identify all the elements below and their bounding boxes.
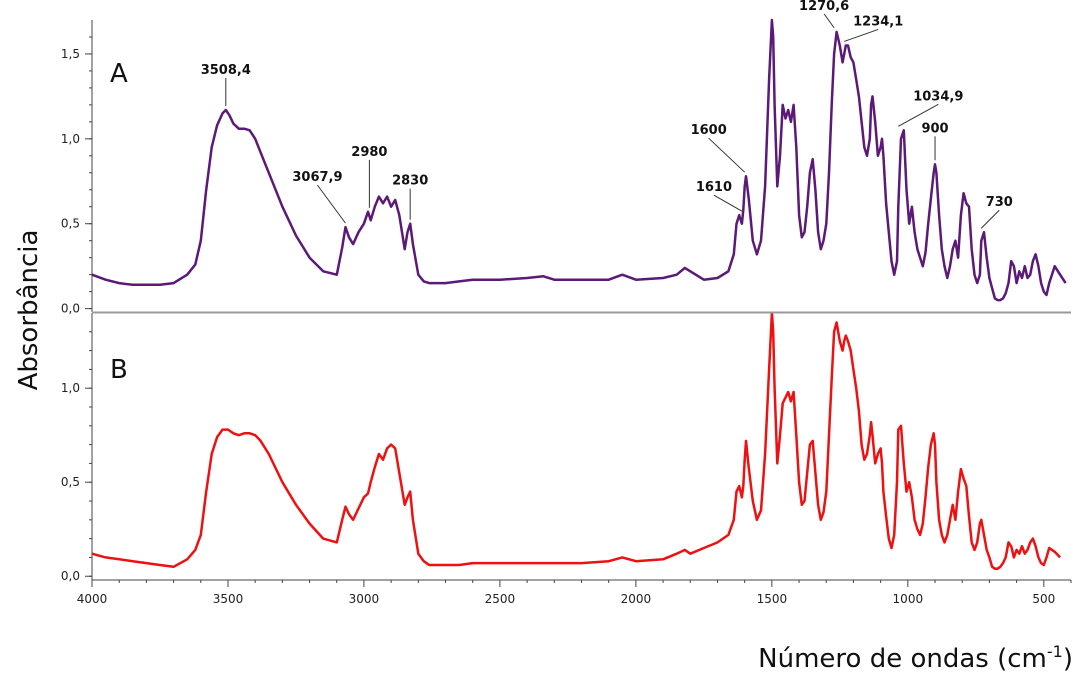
y-tick-label: 1,5 bbox=[61, 47, 80, 61]
panel-b: 0,0 0,5 1,0 B bbox=[61, 311, 1061, 583]
peak-annotation-label: 3067,9 bbox=[292, 170, 342, 185]
y-tick-label: 1,0 bbox=[61, 132, 80, 146]
x-tick-label: 1000 bbox=[893, 592, 924, 606]
x-tick-label: 4000 bbox=[77, 592, 108, 606]
x-axis: 4000 3500 3000 2500 2000 1500 1000 500 bbox=[77, 311, 1072, 606]
peak-annotation-label: 1610 bbox=[696, 180, 732, 195]
annotation-leader-line bbox=[708, 137, 746, 173]
x-tick-label: 1500 bbox=[757, 592, 788, 606]
annotation-leader-line bbox=[317, 184, 346, 224]
panel-b-spectrum-line bbox=[91, 311, 1061, 570]
y-tick-label: 0,5 bbox=[61, 217, 80, 231]
annotation-leader-line bbox=[844, 28, 879, 42]
panel-b-label: B bbox=[110, 355, 128, 385]
peak-annotation-label: 1600 bbox=[691, 123, 727, 138]
annotation-leader-line bbox=[898, 103, 939, 127]
y-axis-title: Absorbância bbox=[14, 230, 44, 391]
peak-annotation-label: 900 bbox=[921, 121, 948, 136]
x-tick-label: 2500 bbox=[485, 592, 516, 606]
x-axis-title: Número de ondas (cm-1) bbox=[758, 642, 1073, 673]
peak-annotation-label: 2830 bbox=[392, 174, 428, 189]
annotation-leader-line bbox=[713, 194, 743, 212]
y-tick-label: 1,0 bbox=[61, 381, 80, 395]
peak-annotation-label: 1234,1 bbox=[853, 14, 903, 29]
peak-annotation-label: 2980 bbox=[351, 145, 387, 160]
x-axis-title-main: Número de ondas (cm bbox=[758, 644, 1047, 673]
x-tick-label: 500 bbox=[1032, 592, 1055, 606]
panel-a: 0,0 0,5 1,0 1,5 A 3508,4 3067,9 2980 2830 1610 160… bbox=[61, 0, 1067, 316]
panel-a-label: A bbox=[110, 59, 128, 89]
peak-annotation-label: 730 bbox=[986, 195, 1013, 210]
peak-annotation-label: 1270,6 bbox=[799, 0, 849, 14]
annotation-leader-line bbox=[980, 209, 1000, 229]
x-axis-title-close: ) bbox=[1063, 644, 1073, 673]
y-tick-label: 0,0 bbox=[61, 569, 80, 583]
panel-a-spectrum-line bbox=[91, 18, 1067, 302]
x-tick-label: 3500 bbox=[213, 592, 244, 606]
annotation-leader-line bbox=[823, 13, 835, 29]
x-tick-label: 2000 bbox=[621, 592, 652, 606]
peak-annotation-label: 3508,4 bbox=[201, 63, 251, 78]
peak-annotation-label: 1034,9 bbox=[913, 89, 963, 104]
x-axis-title-superscript: -1 bbox=[1047, 642, 1063, 661]
y-tick-label: 0,0 bbox=[61, 302, 80, 316]
x-tick-label: 3000 bbox=[349, 592, 380, 606]
y-tick-label: 0,5 bbox=[61, 475, 80, 489]
